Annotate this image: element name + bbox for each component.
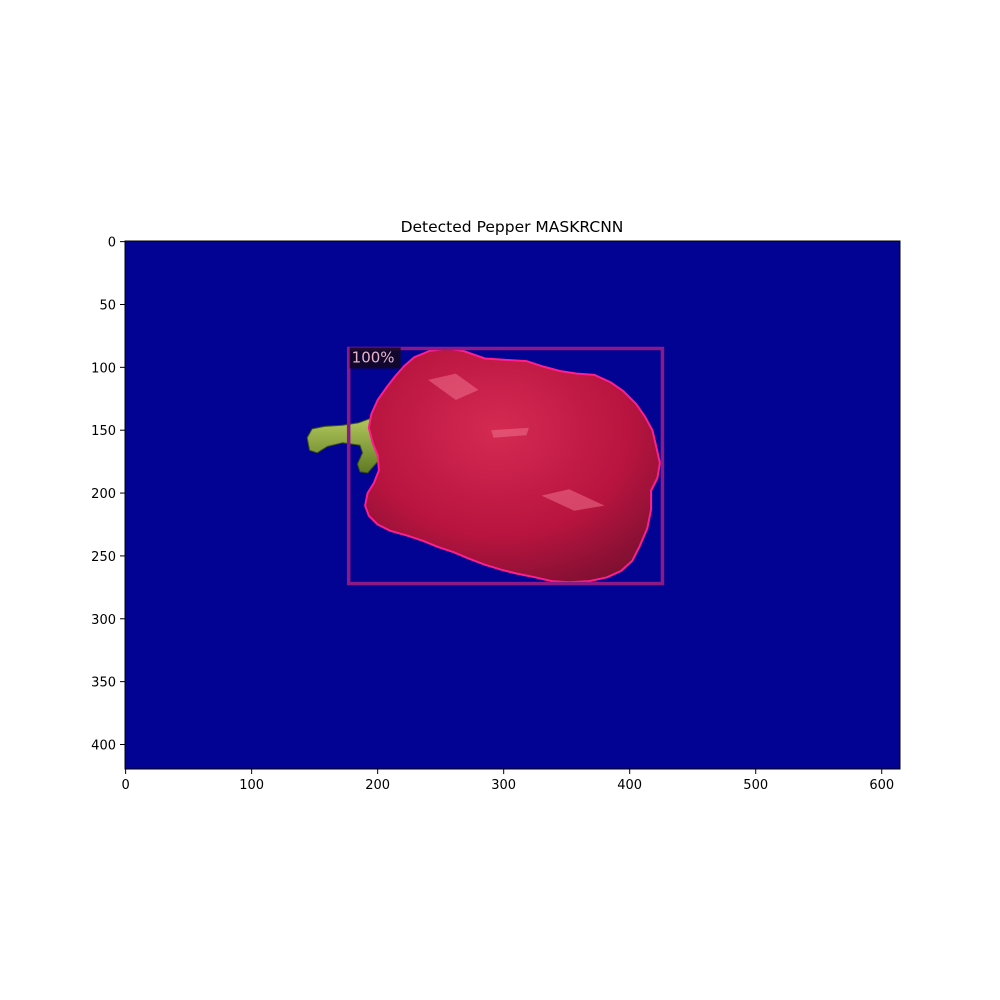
y-tick-label: 300	[91, 613, 116, 628]
y-tick-label: 150	[91, 424, 116, 439]
detection-mask-0	[364, 347, 661, 584]
y-tick-label: 0	[108, 236, 116, 251]
x-tick-label: 300	[491, 778, 516, 793]
x-axis: 0 100 200 300 400 500 600	[121, 769, 894, 793]
plot-area: 100%	[124, 240, 901, 770]
x-tick-label: 200	[365, 778, 390, 793]
x-tick-label: 400	[617, 778, 642, 793]
pepper-highlight-2	[491, 427, 529, 438]
y-tick-label: 50	[99, 298, 116, 313]
image-marks: 100%	[306, 346, 665, 586]
y-tick-label: 350	[91, 676, 116, 691]
pepper-highlight-0	[428, 373, 479, 400]
x-tick-label: 100	[239, 778, 264, 793]
y-tick-label: 200	[91, 487, 116, 502]
axes-frame	[124, 240, 901, 770]
detection-label-background-0	[349, 347, 401, 369]
detection-box-0	[346, 346, 665, 586]
x-tick-label: 600	[869, 778, 894, 793]
chart-title: Detected Pepper MASKRCNN	[401, 218, 624, 236]
y-tick-label: 400	[91, 738, 116, 753]
detection-label-0: 100%	[352, 348, 395, 366]
y-tick-label: 100	[91, 361, 116, 376]
x-tick-label: 0	[121, 778, 129, 793]
y-tick-label: 250	[91, 550, 116, 565]
y-axis: 0 50 100 150 200 250 300 350 400	[91, 236, 125, 753]
pepper-highlight-1	[541, 489, 605, 511]
x-tick-label: 500	[743, 778, 768, 793]
